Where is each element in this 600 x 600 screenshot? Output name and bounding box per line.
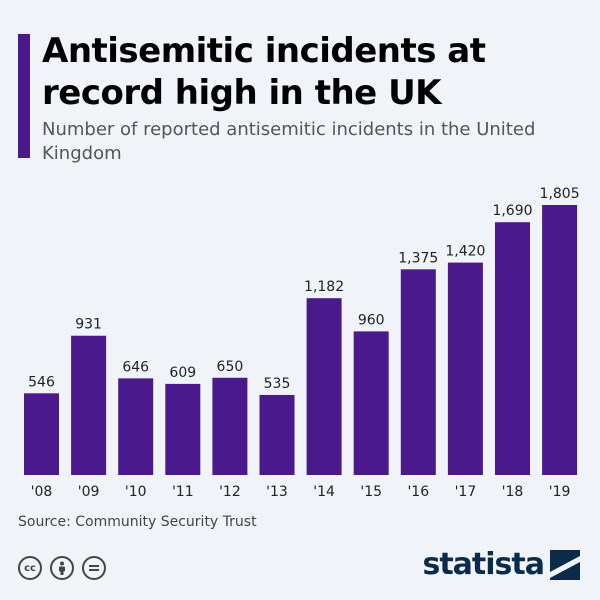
chart-title: Antisemitic incidents at record high in … [42,31,486,113]
bar-6 [306,298,342,475]
bar-7 [353,331,389,475]
bar-9 [447,262,483,475]
x-tick-label-3: '11 [172,484,194,500]
value-label-6: 1,182 [304,279,344,295]
value-label-9: 1,420 [445,244,485,260]
bar-8 [400,269,436,475]
value-label-5: 535 [264,376,291,392]
value-label-10: 1,690 [492,203,532,219]
x-tick-label-10: '18 [502,484,524,500]
bar-5 [259,394,295,475]
value-label-8: 1,375 [398,250,438,266]
x-tick-label-0: '08 [31,484,53,500]
x-tick-label-5: '13 [266,484,288,500]
x-tick-label-1: '09 [78,484,100,500]
value-label-3: 609 [169,365,196,381]
bar-2 [118,378,154,475]
bar-0 [24,393,59,475]
value-label-0: 546 [28,374,55,390]
creative-commons-icon[interactable]: cc [18,556,42,580]
attribution-icon[interactable] [50,556,74,580]
no-derivatives-icon[interactable] [82,556,106,580]
chart-subtitle: Number of reported antisemitic incidents… [42,119,536,164]
brand-name: statista [422,547,545,582]
statista-logo[interactable]: statista [422,548,580,582]
x-tick-label-6: '14 [313,484,335,500]
value-label-7: 960 [358,312,385,328]
bar-4 [212,377,248,475]
x-tick-label-9: '17 [455,484,477,500]
bar-11 [542,205,578,475]
license-icons: cc [18,556,106,580]
value-label-2: 646 [122,359,149,375]
statista-mark-icon [550,550,580,580]
x-tick-label-4: '12 [219,484,241,500]
value-label-11: 1,805 [540,186,580,202]
bar-1 [71,335,107,475]
source-note: Source: Community Security Trust [18,514,257,530]
title-accent-bar [18,34,30,158]
bar-10 [495,222,530,475]
x-tick-label-8: '16 [407,484,429,500]
x-tick-label-11: '19 [549,484,571,500]
value-label-4: 650 [217,359,244,375]
x-tick-label-7: '15 [360,484,382,500]
value-label-1: 931 [75,317,102,333]
bar-3 [165,383,201,475]
x-tick-label-2: '10 [125,484,147,500]
